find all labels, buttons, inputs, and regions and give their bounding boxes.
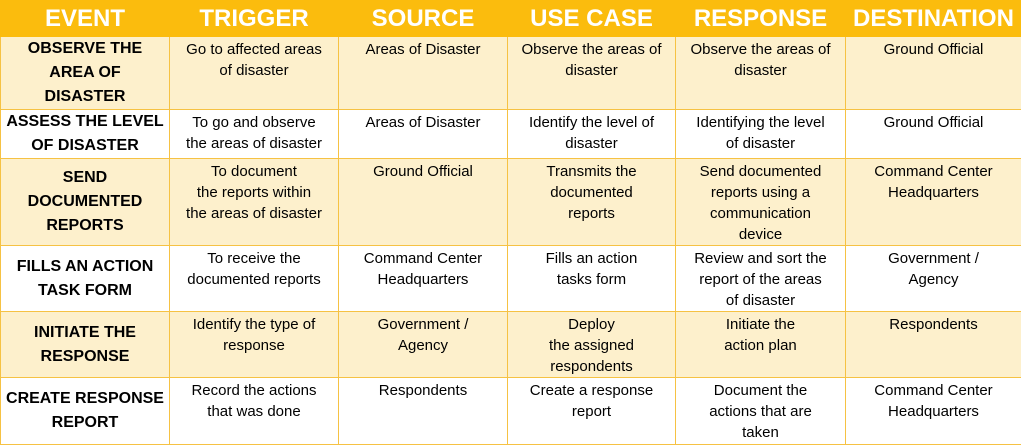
response-cell: Review and sort the report of the areas …: [676, 246, 846, 312]
source-cell: Respondents: [339, 378, 508, 445]
trigger-cell: To document the reports within the areas…: [170, 159, 339, 246]
destination-cell: Command Center Headquarters: [846, 159, 1021, 246]
destination-cell: Government / Agency: [846, 246, 1021, 312]
response-cell: Initiate the action plan: [676, 312, 846, 378]
use-case-cell: Create a response report: [508, 378, 676, 445]
table-row: SEND DOCUMENTED REPORTS To document the …: [1, 159, 1021, 246]
use-case-cell: Deploy the assigned respondents: [508, 312, 676, 378]
response-cell: Send documented reports using a communic…: [676, 159, 846, 246]
event-cell: FILLS AN ACTION TASK FORM: [1, 246, 170, 312]
destination-cell: Ground Official: [846, 110, 1021, 159]
header-row: EVENT TRIGGER SOURCE USE CASE RESPONSE D…: [1, 1, 1021, 37]
trigger-cell: To go and observe the areas of disaster: [170, 110, 339, 159]
use-case-cell: Identify the level of disaster: [508, 110, 676, 159]
event-cell: INITIATE THE RESPONSE: [1, 312, 170, 378]
trigger-cell: Identify the type of response: [170, 312, 339, 378]
response-cell: Observe the areas of disaster: [676, 37, 846, 110]
table-row: CREATE RESPONSE REPORT Record the action…: [1, 378, 1021, 445]
header-trigger: TRIGGER: [170, 1, 339, 37]
source-cell: Ground Official: [339, 159, 508, 246]
source-cell: Areas of Disaster: [339, 110, 508, 159]
source-cell: Command Center Headquarters: [339, 246, 508, 312]
source-cell: Areas of Disaster: [339, 37, 508, 110]
response-cell: Identifying the level of disaster: [676, 110, 846, 159]
use-case-cell: Transmits the documented reports: [508, 159, 676, 246]
table-row: FILLS AN ACTION TASK FORM To receive the…: [1, 246, 1021, 312]
use-case-cell: Fills an action tasks form: [508, 246, 676, 312]
table-row: INITIATE THE RESPONSE Identify the type …: [1, 312, 1021, 378]
table-row: ASSESS THE LEVEL OF DISASTER To go and o…: [1, 110, 1021, 159]
header-destination: DESTINATION: [846, 1, 1021, 37]
header-response: RESPONSE: [676, 1, 846, 37]
event-cell: OBSERVE THE AREA OF DISASTER: [1, 37, 170, 110]
use-case-cell: Observe the areas of disaster: [508, 37, 676, 110]
trigger-cell: Record the actions that was done: [170, 378, 339, 445]
destination-cell: Command Center Headquarters: [846, 378, 1021, 445]
response-cell: Document the actions that are taken: [676, 378, 846, 445]
destination-cell: Respondents: [846, 312, 1021, 378]
header-source: SOURCE: [339, 1, 508, 37]
event-cell: CREATE RESPONSE REPORT: [1, 378, 170, 445]
header-use-case: USE CASE: [508, 1, 676, 37]
source-cell: Government / Agency: [339, 312, 508, 378]
header-event: EVENT: [1, 1, 170, 37]
trigger-cell: To receive the documented reports: [170, 246, 339, 312]
event-cell: SEND DOCUMENTED REPORTS: [1, 159, 170, 246]
trigger-cell: Go to affected areas of disaster: [170, 37, 339, 110]
event-cell: ASSESS THE LEVEL OF DISASTER: [1, 110, 170, 159]
table-row: OBSERVE THE AREA OF DISASTER Go to affec…: [1, 37, 1021, 110]
destination-cell: Ground Official: [846, 37, 1021, 110]
